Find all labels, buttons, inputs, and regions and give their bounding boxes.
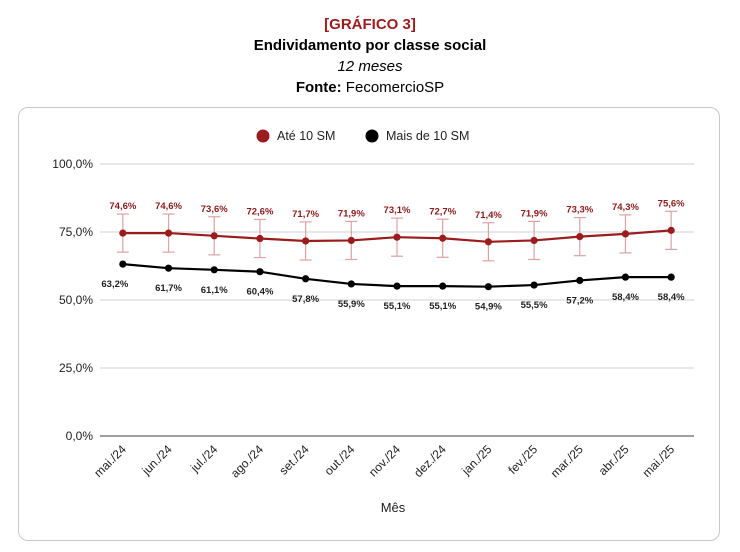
data-point xyxy=(530,281,538,289)
data-label: 73,3% xyxy=(566,205,593,216)
data-point xyxy=(256,268,264,276)
data-label: 61,7% xyxy=(155,283,182,294)
source-label: Fonte: xyxy=(295,79,342,96)
data-label: 61,1% xyxy=(201,285,228,296)
chart-title: Endividamento por classe social xyxy=(253,37,487,54)
data-label: 57,2% xyxy=(566,295,593,306)
data-point xyxy=(530,236,538,245)
data-label: 55,9% xyxy=(338,299,365,310)
legend-label: Até 10 SM xyxy=(277,129,335,143)
data-point xyxy=(302,275,310,283)
y-tick-label: 100,0% xyxy=(52,157,93,171)
chart-source: Fonte: FecomercioSP xyxy=(0,77,740,98)
data-label: 73,1% xyxy=(384,205,411,216)
x-tick-label: jan./25 xyxy=(458,442,494,478)
x-tick-label: mai./24 xyxy=(91,442,129,480)
data-point xyxy=(576,276,584,285)
data-label: 57,8% xyxy=(292,294,319,305)
data-label: 71,7% xyxy=(292,209,319,220)
x-tick-label: out./24 xyxy=(322,442,358,478)
x-axis-title: Mês xyxy=(381,500,406,515)
data-point xyxy=(210,266,218,274)
data-point xyxy=(484,238,492,246)
x-tick-label: dez./24 xyxy=(411,442,449,480)
data-point xyxy=(667,226,675,234)
data-point xyxy=(393,282,401,290)
y-tick-label: 25,0% xyxy=(59,361,93,375)
data-label: 63,2% xyxy=(101,279,128,290)
data-label: 75,6% xyxy=(658,198,685,209)
data-point xyxy=(302,237,310,245)
chart-subtitle: 12 meses xyxy=(337,58,403,75)
data-point xyxy=(621,230,630,238)
x-tick-label: jul./24 xyxy=(187,442,220,475)
x-tick-label: set./24 xyxy=(276,442,312,478)
data-label: 60,4% xyxy=(246,287,273,298)
source-value: FecomercioSP xyxy=(341,79,445,96)
data-point xyxy=(256,234,264,243)
chart-frame xyxy=(18,107,720,541)
data-label: 74,6% xyxy=(109,201,136,212)
data-label: 58,4% xyxy=(658,292,685,303)
data-point xyxy=(439,234,447,242)
data-point xyxy=(119,260,127,268)
data-label: 58,4% xyxy=(612,292,639,303)
legend-marker xyxy=(365,129,379,143)
data-point xyxy=(164,264,173,272)
data-point xyxy=(621,273,630,281)
data-point xyxy=(119,229,127,237)
legend-label: Mais de 10 SM xyxy=(386,129,469,143)
chart-tag: [GRÁFICO 3] xyxy=(324,16,416,33)
legend-marker xyxy=(256,129,270,143)
data-label: 73,6% xyxy=(201,204,228,215)
data-label: 71,9% xyxy=(521,208,548,219)
data-point xyxy=(667,273,675,281)
data-point xyxy=(393,233,401,241)
data-label: 55,5% xyxy=(521,300,548,311)
data-label: 55,1% xyxy=(429,301,456,312)
chart-header: [GRÁFICO 3] Endividamento por classe soc… xyxy=(0,14,740,98)
data-label: 54,9% xyxy=(475,302,502,313)
data-label: 71,9% xyxy=(338,208,365,219)
x-tick-label: mai./25 xyxy=(640,442,678,480)
data-point xyxy=(347,280,355,288)
data-label: 74,6% xyxy=(155,201,182,212)
x-tick-label: mar./25 xyxy=(548,442,586,480)
x-tick-label: fev./25 xyxy=(505,442,540,477)
data-point xyxy=(210,232,218,240)
y-tick-label: 0,0% xyxy=(66,429,94,443)
y-tick-label: 75,0% xyxy=(59,225,93,239)
data-point xyxy=(164,229,173,237)
x-tick-label: nov./24 xyxy=(366,442,403,479)
data-label: 72,7% xyxy=(429,206,456,217)
data-point xyxy=(439,282,447,290)
data-point xyxy=(347,236,355,245)
y-tick-label: 50,0% xyxy=(59,293,93,307)
x-tick-label: jun./24 xyxy=(139,442,175,478)
x-tick-label: abr./25 xyxy=(596,442,632,478)
x-tick-label: ago./24 xyxy=(228,442,266,480)
data-point xyxy=(484,283,492,291)
data-label: 71,4% xyxy=(475,210,502,221)
data-label: 74,3% xyxy=(612,202,639,213)
data-label: 55,1% xyxy=(384,301,411,312)
data-point xyxy=(576,233,584,241)
data-label: 72,6% xyxy=(246,207,273,218)
